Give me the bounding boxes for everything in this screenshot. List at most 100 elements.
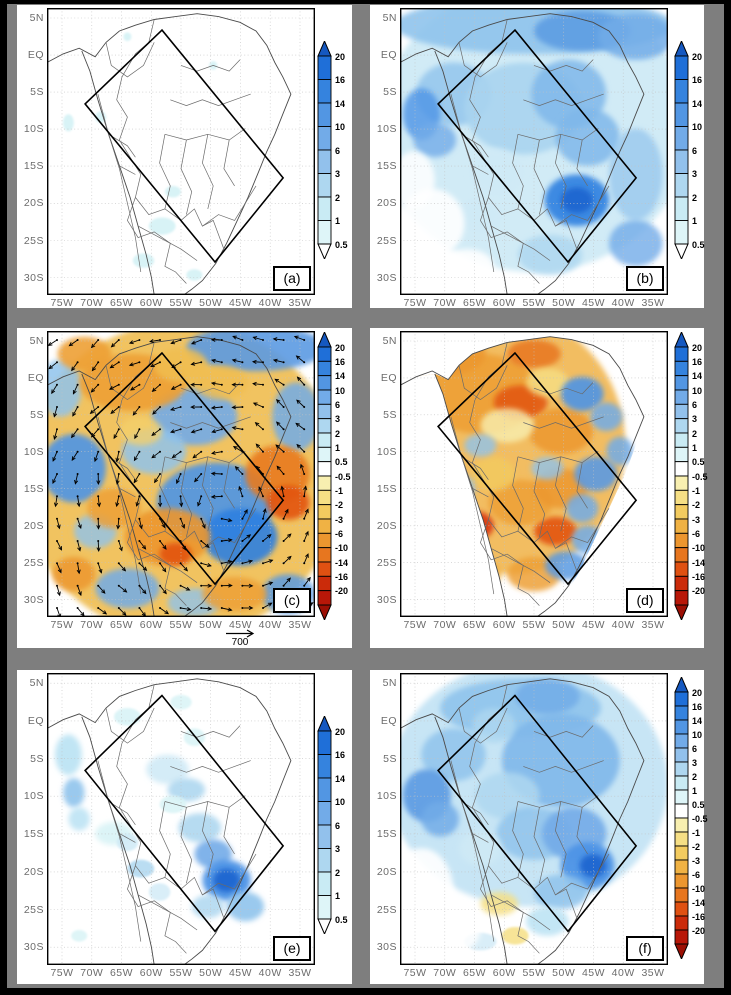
wind-vector [171,384,181,390]
country-border [223,462,235,509]
wind-vector-head [96,525,101,530]
wind-vector-head [108,385,114,390]
lon-tick-label: 65W [109,967,134,979]
country-border [555,456,567,532]
wind-vector-head [284,508,289,514]
colorbar-tick-label: 16 [335,75,346,85]
wind-vector-head [53,502,59,508]
wind-vector [242,509,248,519]
country-border [108,134,136,158]
colorbar-arrow-down [317,243,332,259]
wind-vector [139,585,147,594]
wind-vector-head [183,566,189,572]
country-border [116,19,225,250]
country-border [490,894,551,931]
wind-vector [159,607,169,615]
wind-vector-head [142,566,148,572]
wind-vector-head [96,547,101,553]
vector-base-dot [220,495,223,498]
country-border [127,519,187,606]
shading-blob [47,434,106,503]
wind-vector [136,496,140,507]
colorbar-tick-label: 2 [692,428,698,439]
lon-tick-label: 35W [288,967,312,979]
lon-tick-label: 55W [169,619,193,631]
vector-base-dot [179,495,182,498]
wind-vector [134,429,140,439]
shading-blob [63,778,85,808]
colorbar-tick-label: -1 [335,485,344,496]
colorbar-tick-label: 10 [335,122,346,132]
colorbar-tick-label: 20 [335,726,346,737]
map-frame [400,331,668,617]
wind-vector-head [232,445,238,450]
wind-vector [262,602,272,609]
country-border [576,139,588,187]
wind-vector-head [162,589,167,595]
wind-vector [233,446,243,453]
wind-vector [295,423,305,430]
wind-vector [117,518,120,529]
country-border [223,139,235,187]
country-border [170,416,251,429]
coastline [47,678,292,965]
coastline [47,336,292,617]
lon-tick-label: 40W [258,619,282,631]
lat-tick-label: EQ [27,714,44,727]
colorbar-f [674,677,689,959]
colorbar-arrow-down [674,943,689,959]
shading-blob [170,694,192,710]
country-border [469,342,578,572]
wind-vector-head [162,545,167,550]
wind-vector [129,361,140,366]
wind-vector-head [266,534,272,539]
lon-tick-label: 40W [611,967,635,979]
wind-vector [77,496,80,507]
wind-vector [118,585,127,593]
lon-tick-label: 65W [109,297,134,309]
country-border [137,548,198,583]
lon-tick-label: 70W [80,619,104,631]
wind-vector-head [102,610,108,615]
country-border [461,801,489,825]
colorbar-tick-label: -16 [335,571,349,582]
shading-blob [148,217,176,235]
wind-vector [56,585,61,596]
lat-tick-label: 20S [376,865,397,878]
lat-tick-label: 30S [23,593,44,606]
wind-vector-head [72,411,77,417]
wind-vector [303,486,307,497]
wind-vector-head [295,422,300,428]
wind-vector [71,451,78,461]
wind-vector [118,563,126,572]
lon-tick-label: 75W [50,297,74,309]
lon-tick-label: 40W [258,297,282,309]
colorbar-tick-label: 0.5 [335,914,348,925]
wind-vector [118,540,123,551]
map-svg [400,331,668,617]
study-region-box [437,351,638,586]
wind-vector-head [130,386,135,391]
shading-blob [590,402,623,432]
map-frame [47,8,315,295]
wind-vector-head [154,478,159,484]
lon-tick-label: 75W [403,619,427,631]
lat-tick-label: 10S [23,445,44,458]
wind-vector-head [275,421,281,426]
shading-blob [68,807,90,831]
wind-vector-head [169,406,175,411]
wind-vector-head [115,457,120,463]
country-border [555,508,610,549]
wind-vector-head [295,355,301,360]
colorbar-tick-label: 1 [692,442,698,453]
wind-vector-head [122,588,128,593]
wind-vector [133,473,140,483]
colorbar-tick-label: 14 [335,773,346,784]
wind-vector-head [227,559,233,564]
shading-blob [55,734,82,776]
wind-vector-head [207,583,213,588]
colorbar-arrow-up [674,677,689,693]
wind-vector [192,451,202,459]
colorbar-tick-label: 10 [692,385,703,396]
wind-vector-head [52,457,57,462]
